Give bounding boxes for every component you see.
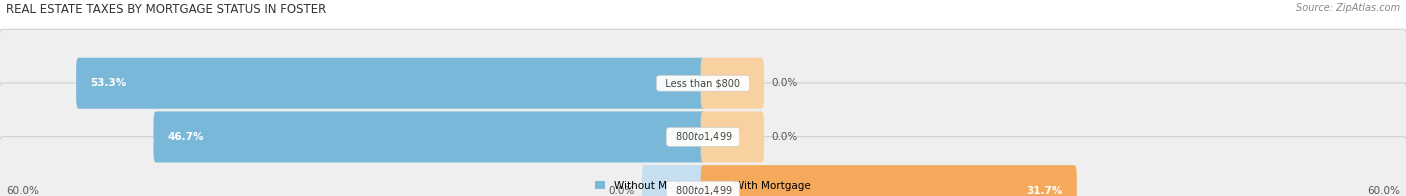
FancyBboxPatch shape [0, 29, 1406, 137]
Text: 0.0%: 0.0% [609, 186, 636, 196]
FancyBboxPatch shape [700, 111, 763, 162]
Text: 60.0%: 60.0% [6, 186, 39, 196]
Text: 0.0%: 0.0% [770, 132, 797, 142]
Text: 53.3%: 53.3% [90, 78, 127, 88]
Text: $800 to $1,499: $800 to $1,499 [669, 130, 737, 143]
FancyBboxPatch shape [0, 137, 1406, 196]
FancyBboxPatch shape [700, 58, 763, 109]
Text: 60.0%: 60.0% [1367, 186, 1400, 196]
Text: REAL ESTATE TAXES BY MORTGAGE STATUS IN FOSTER: REAL ESTATE TAXES BY MORTGAGE STATUS IN … [6, 3, 326, 16]
FancyBboxPatch shape [0, 83, 1406, 191]
Text: 0.0%: 0.0% [770, 78, 797, 88]
Text: $800 to $1,499: $800 to $1,499 [669, 184, 737, 196]
FancyBboxPatch shape [700, 165, 1077, 196]
Text: 31.7%: 31.7% [1026, 186, 1063, 196]
FancyBboxPatch shape [76, 58, 706, 109]
Text: 46.7%: 46.7% [167, 132, 204, 142]
Legend: Without Mortgage, With Mortgage: Without Mortgage, With Mortgage [595, 181, 811, 191]
FancyBboxPatch shape [153, 111, 706, 162]
Text: Less than $800: Less than $800 [659, 78, 747, 88]
FancyBboxPatch shape [643, 165, 706, 196]
Text: Source: ZipAtlas.com: Source: ZipAtlas.com [1296, 3, 1400, 13]
